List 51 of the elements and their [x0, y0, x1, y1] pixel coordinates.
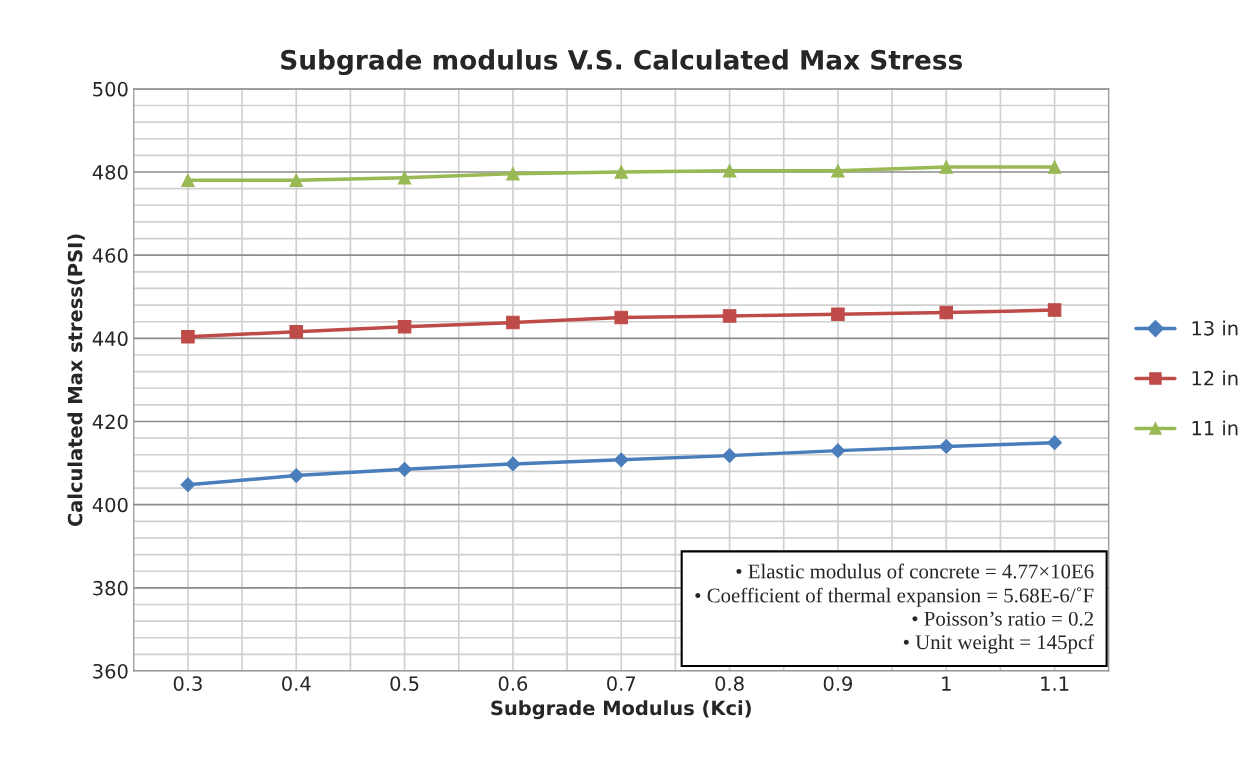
point [289, 324, 304, 339]
point [614, 310, 629, 325]
point [506, 315, 520, 330]
y-tick-label: 500 [93, 81, 128, 97]
y-tick-label: 360 [93, 663, 128, 679]
x-axis-title: Subgrade Modulus (Kci) [491, 700, 751, 720]
point [614, 165, 629, 179]
point [397, 171, 412, 185]
point [505, 456, 521, 472]
point [722, 309, 737, 323]
y-tick-label: 480 [92, 164, 128, 180]
point [722, 164, 737, 178]
point [1047, 160, 1062, 174]
point [831, 307, 845, 321]
point [1047, 303, 1062, 317]
point [939, 305, 954, 320]
point [397, 319, 412, 334]
point [938, 439, 954, 454]
point [939, 160, 954, 174]
x-tick-label: 0.5 [390, 676, 419, 691]
legend-label: 13 in [1192, 320, 1238, 336]
x-tick-label: 0.6 [498, 676, 528, 691]
point [830, 443, 846, 459]
point [506, 166, 520, 181]
x-tick-label: 1.1 [1041, 676, 1069, 691]
x-tick-label: 0.9 [823, 676, 853, 691]
y-tick-label: 380 [93, 580, 128, 596]
x-tick-label: 0.3 [173, 676, 202, 691]
point [1047, 435, 1062, 451]
x-tick-label: 1 [942, 676, 951, 691]
chart-title: Subgrade modulus V.S. Calculated Max Stress [281, 49, 962, 76]
point [397, 461, 412, 477]
point [289, 173, 304, 188]
annotation: • Elastic modulus of concrete = 4.77×10E6 • Coefficient of thermal expansion = 5.68E-6/˚F • Poisson’s ratio = 0.2 • Unit weight = 145pcf [695, 563, 1095, 654]
x-tick-label: 0.8 [715, 676, 744, 691]
legend-label: 11 in [1192, 420, 1238, 436]
y-tick-label: 420 [92, 414, 128, 430]
x-tick-label: 0.7 [607, 676, 636, 691]
point [181, 173, 195, 188]
y-axis-title: Calculated Max stress(PSI) [67, 234, 85, 527]
point [613, 452, 629, 468]
y-tick-label: 460 [92, 248, 128, 263]
point [181, 329, 195, 344]
y-tick-label: 400 [92, 497, 128, 513]
legend-label: 12 in [1192, 370, 1238, 386]
point [722, 448, 737, 464]
x-tick-label: 0.4 [282, 676, 311, 691]
y-tick-label: 440 [92, 331, 128, 347]
point [180, 477, 196, 493]
point [831, 164, 845, 178]
point [288, 468, 304, 483]
